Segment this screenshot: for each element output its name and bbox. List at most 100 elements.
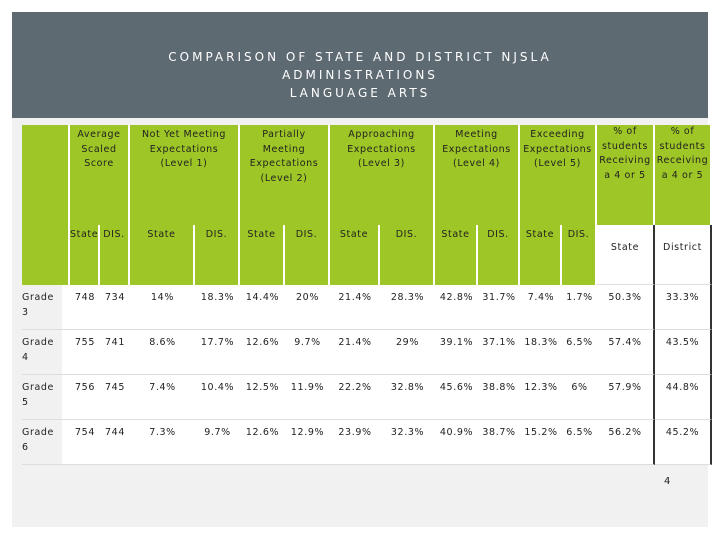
subheader: DIS. <box>380 225 435 285</box>
cell: 57.4% <box>597 330 655 375</box>
row-label: Grade 5 <box>22 375 62 420</box>
subheader: State <box>597 225 655 285</box>
cell: 39.1% <box>435 330 478 375</box>
cell: 6.5% <box>562 330 597 375</box>
cell: 7.4% <box>520 285 562 330</box>
header-cell <box>22 125 70 225</box>
header-line: (Level 5) <box>534 158 581 169</box>
cell: 748 <box>70 285 100 330</box>
header-line: Approaching <box>348 129 415 140</box>
cell: 10.4% <box>195 375 240 420</box>
header-line: Expectations <box>149 143 219 155</box>
cell: 28.3% <box>380 285 435 330</box>
header-line: Average <box>77 129 121 140</box>
header-line: Meeting <box>455 129 498 140</box>
cell: 741 <box>100 330 130 375</box>
cell: 17.7% <box>195 330 240 375</box>
header-line: (Level 4) <box>453 158 500 169</box>
subheader: DIS. <box>100 225 130 285</box>
header-line: Meeting <box>262 143 306 155</box>
cell: 38.8% <box>478 375 520 420</box>
page-number: 4 <box>664 476 671 487</box>
header-line: Expectations <box>249 158 319 169</box>
cell: 38.7% <box>478 420 520 465</box>
cell: 8.6% <box>130 330 195 375</box>
cell: 32.3% <box>380 420 435 465</box>
group-header: Approaching Expectations (Level 3) <box>330 125 435 225</box>
cell: 37.1% <box>478 330 520 375</box>
row-cell <box>62 375 70 420</box>
subheader: District <box>655 225 712 285</box>
cell: 43.5% <box>655 330 712 375</box>
cell: 756 <box>70 375 100 420</box>
subheader: State <box>330 225 380 285</box>
group-header: % of students Receiving a 4 or 5 <box>655 125 712 225</box>
row-cell <box>62 420 70 465</box>
cell: 12.5% <box>240 375 285 420</box>
cell: 1.7% <box>562 285 597 330</box>
group-header: Exceeding Expectations (Level 5) <box>520 125 597 225</box>
header-line: % of <box>613 126 637 137</box>
cell: 45.2% <box>655 420 712 465</box>
cell: 12.6% <box>240 420 285 465</box>
title-line: COMPARISON OF STATE AND DISTRICT NJSLA <box>168 50 552 64</box>
cell: 6.5% <box>562 420 597 465</box>
group-header: Average Scaled Score <box>70 125 130 225</box>
cell: 20% <box>285 285 330 330</box>
group-header: % of students Receiving a 4 or 5 <box>597 125 655 225</box>
cell: 40.9% <box>435 420 478 465</box>
header-line: Exceeding <box>530 129 585 140</box>
cell: 21.4% <box>330 285 380 330</box>
row-label: Grade 6 <box>22 420 62 465</box>
cell: 9.7% <box>285 330 330 375</box>
subheader: State <box>70 225 100 285</box>
cell: 33.3% <box>655 285 712 330</box>
group-header: Partially Meeting Expectations (Level 2) <box>240 125 330 225</box>
cell: 734 <box>100 285 130 330</box>
cell: 18.3% <box>520 330 562 375</box>
cell: 31.7% <box>478 285 520 330</box>
header-line: a 4 or 5 <box>661 169 704 181</box>
cell: 18.3% <box>195 285 240 330</box>
subheader: State <box>130 225 195 285</box>
cell: 50.3% <box>597 285 655 330</box>
cell: 44.8% <box>655 375 712 420</box>
subheader: State <box>435 225 478 285</box>
cell: 12.3% <box>520 375 562 420</box>
subheader: DIS. <box>478 225 520 285</box>
cell: 42.8% <box>435 285 478 330</box>
header-line: Scaled <box>81 143 117 155</box>
cell: 6% <box>562 375 597 420</box>
cell: 12.9% <box>285 420 330 465</box>
header-line: Expectations <box>347 143 416 155</box>
cell: 7.4% <box>130 375 195 420</box>
cell: 21.4% <box>330 330 380 375</box>
cell: 22.2% <box>330 375 380 420</box>
cell: 12.6% <box>240 330 285 375</box>
cell: 744 <box>100 420 130 465</box>
cell: 57.9% <box>597 375 655 420</box>
cell: 15.2% <box>520 420 562 465</box>
header-line: (Level 1) <box>160 158 208 169</box>
header-line: a 4 or 5 <box>604 169 646 181</box>
row-label: Grade 4 <box>22 330 62 375</box>
header-line: Expectations <box>523 143 592 155</box>
header-line: Partially <box>262 129 306 140</box>
header-cell <box>22 225 70 285</box>
title-line: ADMINISTRATIONS <box>282 68 438 82</box>
row-cell <box>62 330 70 375</box>
header-line: Score <box>84 158 114 169</box>
title-line: LANGUAGE ARTS <box>289 86 431 100</box>
header-line: Receiving <box>599 155 651 166</box>
subheader: DIS. <box>562 225 597 285</box>
subheader: State <box>520 225 562 285</box>
group-header: Meeting Expectations (Level 4) <box>435 125 520 225</box>
cell: 754 <box>70 420 100 465</box>
subheader: DIS. <box>195 225 240 285</box>
cell: 11.9% <box>285 375 330 420</box>
cell: 56.2% <box>597 420 655 465</box>
cell: 9.7% <box>195 420 240 465</box>
header-line: students <box>601 140 649 152</box>
title-bar: COMPARISON OF STATE AND DISTRICT NJSLA A… <box>12 12 708 118</box>
cell: 32.8% <box>380 375 435 420</box>
